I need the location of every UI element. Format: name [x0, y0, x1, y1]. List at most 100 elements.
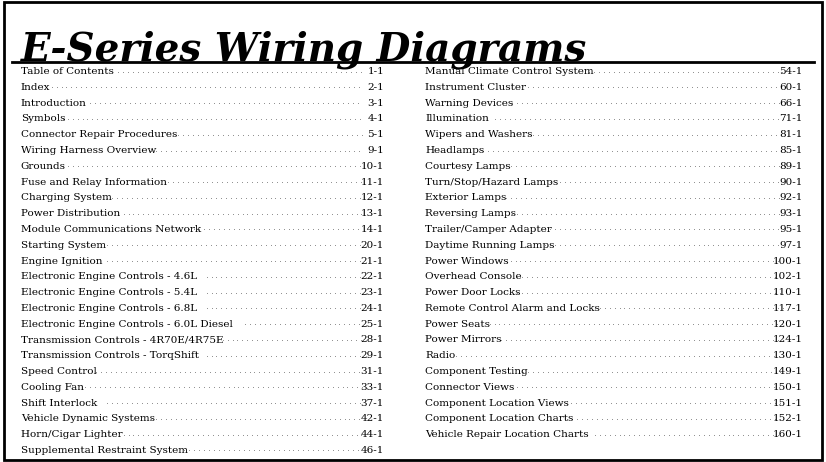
Text: Remote Control Alarm and Locks: Remote Control Alarm and Locks — [425, 304, 601, 313]
Text: 29-1: 29-1 — [361, 351, 384, 360]
Text: 152-1: 152-1 — [773, 414, 803, 423]
Text: 24-1: 24-1 — [361, 304, 384, 313]
Text: 97-1: 97-1 — [780, 241, 803, 250]
Text: 71-1: 71-1 — [780, 115, 803, 123]
Text: Speed Control: Speed Control — [21, 367, 97, 376]
Text: 12-1: 12-1 — [361, 194, 384, 202]
Text: Component Testing: Component Testing — [425, 367, 528, 376]
Text: Electronic Engine Controls - 6.8L: Electronic Engine Controls - 6.8L — [21, 304, 197, 313]
Text: 23-1: 23-1 — [361, 288, 384, 297]
Text: Engine Ignition: Engine Ignition — [21, 256, 102, 266]
Text: Cooling Fan: Cooling Fan — [21, 383, 83, 392]
Text: Exterior Lamps: Exterior Lamps — [425, 194, 507, 202]
Text: 90-1: 90-1 — [780, 177, 803, 187]
Text: 11-1: 11-1 — [361, 177, 384, 187]
Text: 54-1: 54-1 — [780, 67, 803, 76]
Text: Supplemental Restraint System: Supplemental Restraint System — [21, 446, 188, 455]
Text: 1-1: 1-1 — [368, 67, 384, 76]
Text: Component Location Charts: Component Location Charts — [425, 414, 574, 423]
Text: Symbols: Symbols — [21, 115, 65, 123]
Text: E-Series Wiring Diagrams: E-Series Wiring Diagrams — [21, 30, 587, 68]
Text: 93-1: 93-1 — [780, 209, 803, 218]
Text: 44-1: 44-1 — [361, 430, 384, 439]
Text: Power Mirrors: Power Mirrors — [425, 335, 502, 345]
Text: 2-1: 2-1 — [368, 83, 384, 92]
Text: 14-1: 14-1 — [361, 225, 384, 234]
Text: Manual Climate Control System: Manual Climate Control System — [425, 67, 594, 76]
Text: 9-1: 9-1 — [368, 146, 384, 155]
Text: 160-1: 160-1 — [773, 430, 803, 439]
Text: Transmission Controls - TorqShift: Transmission Controls - TorqShift — [21, 351, 198, 360]
Text: 85-1: 85-1 — [780, 146, 803, 155]
Text: 92-1: 92-1 — [780, 194, 803, 202]
Text: Electronic Engine Controls - 5.4L: Electronic Engine Controls - 5.4L — [21, 288, 197, 297]
Text: Introduction: Introduction — [21, 99, 87, 108]
Text: Trailer/Camper Adapter: Trailer/Camper Adapter — [425, 225, 552, 234]
Text: Starting System: Starting System — [21, 241, 106, 250]
Text: Vehicle Dynamic Systems: Vehicle Dynamic Systems — [21, 414, 154, 423]
Text: Headlamps: Headlamps — [425, 146, 485, 155]
Text: Charging System: Charging System — [21, 194, 112, 202]
Text: Power Seats: Power Seats — [425, 320, 491, 328]
FancyBboxPatch shape — [4, 2, 822, 460]
Text: 46-1: 46-1 — [361, 446, 384, 455]
Text: 4-1: 4-1 — [368, 115, 384, 123]
Text: 100-1: 100-1 — [773, 256, 803, 266]
Text: 31-1: 31-1 — [361, 367, 384, 376]
Text: Warning Devices: Warning Devices — [425, 99, 514, 108]
Text: Instrument Cluster: Instrument Cluster — [425, 83, 526, 92]
Text: Transmission Controls - 4R70E/4R75E: Transmission Controls - 4R70E/4R75E — [21, 335, 223, 345]
Text: 3-1: 3-1 — [368, 99, 384, 108]
Text: 28-1: 28-1 — [361, 335, 384, 345]
Text: Component Location Views: Component Location Views — [425, 399, 569, 407]
Text: Courtesy Lamps: Courtesy Lamps — [425, 162, 511, 171]
Text: 124-1: 124-1 — [773, 335, 803, 345]
Text: Shift Interlock: Shift Interlock — [21, 399, 97, 407]
Text: Power Windows: Power Windows — [425, 256, 509, 266]
Text: Turn/Stop/Hazard Lamps: Turn/Stop/Hazard Lamps — [425, 177, 558, 187]
Text: Fuse and Relay Information: Fuse and Relay Information — [21, 177, 167, 187]
Text: Electronic Engine Controls - 6.0L Diesel: Electronic Engine Controls - 6.0L Diesel — [21, 320, 233, 328]
Text: Connector Views: Connector Views — [425, 383, 515, 392]
Text: Grounds: Grounds — [21, 162, 65, 171]
Text: 42-1: 42-1 — [361, 414, 384, 423]
Text: 89-1: 89-1 — [780, 162, 803, 171]
Text: 149-1: 149-1 — [773, 367, 803, 376]
Text: 13-1: 13-1 — [361, 209, 384, 218]
Text: 120-1: 120-1 — [773, 320, 803, 328]
Text: Power Door Locks: Power Door Locks — [425, 288, 521, 297]
Text: 21-1: 21-1 — [361, 256, 384, 266]
Text: Vehicle Repair Location Charts: Vehicle Repair Location Charts — [425, 430, 589, 439]
Text: 37-1: 37-1 — [361, 399, 384, 407]
Text: 150-1: 150-1 — [773, 383, 803, 392]
Text: Horn/Cigar Lighter: Horn/Cigar Lighter — [21, 430, 122, 439]
Text: 60-1: 60-1 — [780, 83, 803, 92]
Text: 95-1: 95-1 — [780, 225, 803, 234]
Text: 117-1: 117-1 — [773, 304, 803, 313]
Text: Module Communications Network: Module Communications Network — [21, 225, 201, 234]
Text: 5-1: 5-1 — [368, 130, 384, 139]
Text: 25-1: 25-1 — [361, 320, 384, 328]
Text: 10-1: 10-1 — [361, 162, 384, 171]
Text: Table of Contents: Table of Contents — [21, 67, 113, 76]
Text: 22-1: 22-1 — [361, 272, 384, 281]
Text: 33-1: 33-1 — [361, 383, 384, 392]
Text: Connector Repair Procedures: Connector Repair Procedures — [21, 130, 177, 139]
Text: Power Distribution: Power Distribution — [21, 209, 120, 218]
Text: Reversing Lamps: Reversing Lamps — [425, 209, 516, 218]
Text: 130-1: 130-1 — [773, 351, 803, 360]
Text: Illumination: Illumination — [425, 115, 489, 123]
Text: 151-1: 151-1 — [773, 399, 803, 407]
Text: Radio: Radio — [425, 351, 456, 360]
Text: Daytime Running Lamps: Daytime Running Lamps — [425, 241, 555, 250]
Text: 110-1: 110-1 — [773, 288, 803, 297]
Text: 66-1: 66-1 — [780, 99, 803, 108]
Text: 102-1: 102-1 — [773, 272, 803, 281]
Text: Index: Index — [21, 83, 50, 92]
Text: 20-1: 20-1 — [361, 241, 384, 250]
Text: 81-1: 81-1 — [780, 130, 803, 139]
Text: Wiring Harness Overview: Wiring Harness Overview — [21, 146, 156, 155]
Text: Electronic Engine Controls - 4.6L: Electronic Engine Controls - 4.6L — [21, 272, 197, 281]
Text: Overhead Console: Overhead Console — [425, 272, 522, 281]
Text: Wipers and Washers: Wipers and Washers — [425, 130, 533, 139]
